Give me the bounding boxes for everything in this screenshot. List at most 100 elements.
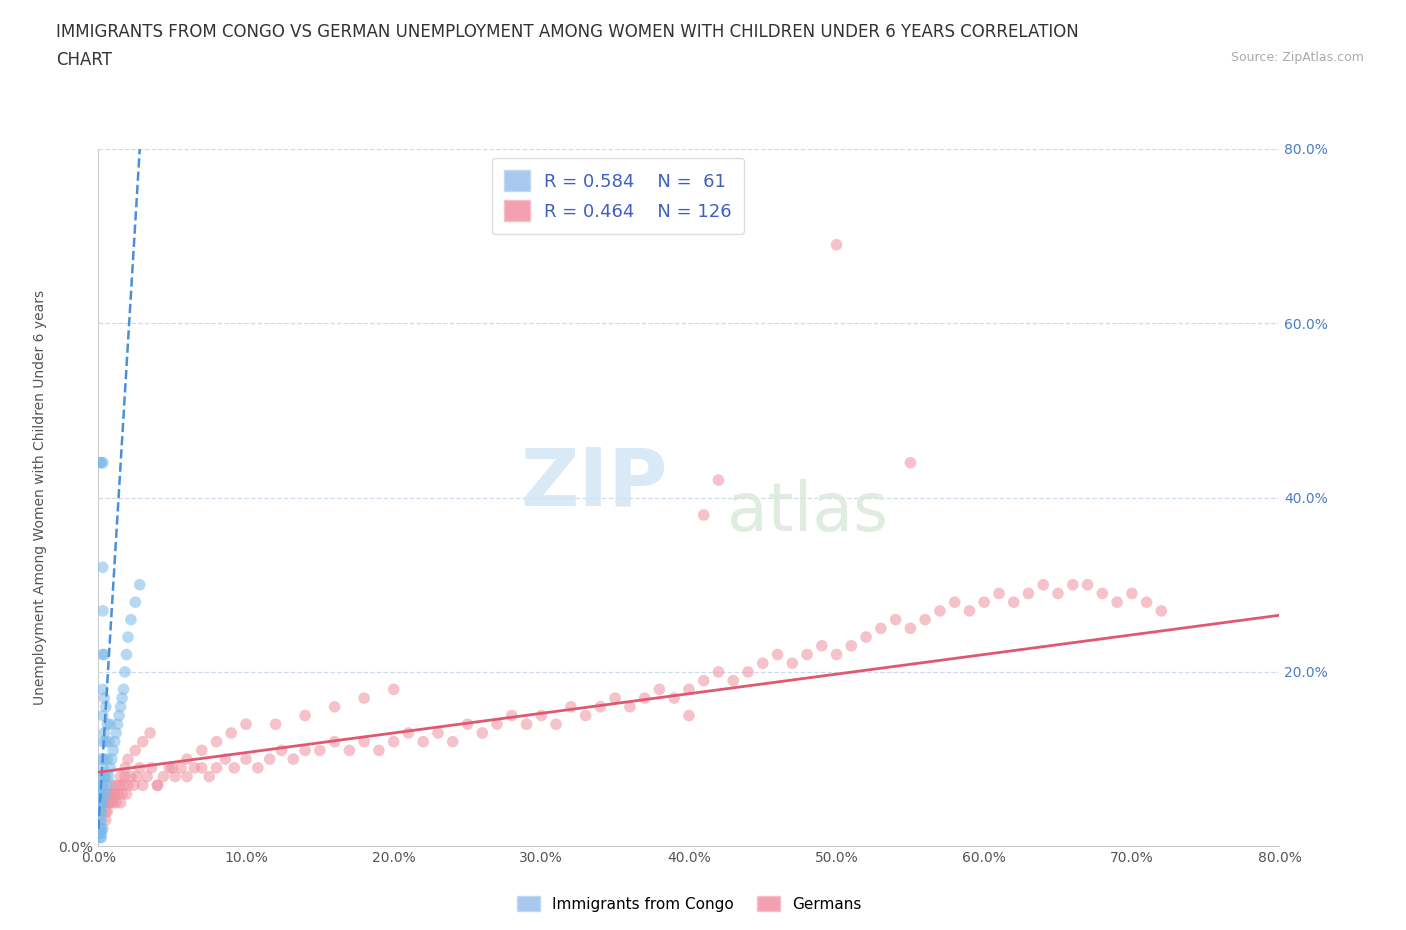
Point [323,735,346,750]
Point [136,769,159,784]
Point [382,682,405,697]
Point [107,787,129,802]
Point [309,743,332,758]
Point [693,673,716,688]
Point [139,725,162,740]
Point [176,769,198,784]
Point [132,735,155,750]
Point [96,751,118,766]
Point [97,769,120,784]
Point [605,691,627,706]
Point [93,751,115,766]
Point [93,725,115,740]
Point [928,604,950,618]
Point [471,725,494,740]
Point [412,735,434,750]
Point [114,665,136,680]
Text: ZIP: ZIP [520,445,668,523]
Point [157,761,180,776]
Point [91,682,114,697]
Point [98,717,121,732]
Point [91,560,114,575]
Point [89,787,111,802]
Point [205,761,228,776]
Point [707,665,730,680]
Point [97,735,120,750]
Point [339,743,360,758]
Point [693,508,716,523]
Point [91,777,114,792]
Point [235,717,257,732]
Point [796,647,818,662]
Point [619,699,641,714]
Point [633,691,655,706]
Point [103,787,125,802]
Point [90,804,112,819]
Point [115,647,138,662]
Point [427,725,450,740]
Point [869,621,891,636]
Point [943,595,966,610]
Point [112,682,135,697]
Point [751,656,773,671]
Point [91,604,114,618]
Point [89,813,111,828]
Point [122,777,145,792]
Point [103,743,125,758]
Point [91,647,114,662]
Legend: Immigrants from Congo, Germans: Immigrants from Congo, Germans [510,889,868,918]
Point [841,638,863,653]
Point [810,638,832,653]
Point [264,717,287,732]
Point [589,699,612,714]
Point [678,708,700,723]
Point [396,725,419,740]
Point [90,830,112,845]
Point [110,769,132,784]
Point [678,682,700,697]
Point [90,813,112,828]
Point [270,743,292,758]
Point [183,761,205,776]
Point [128,578,150,592]
Point [191,743,214,758]
Point [91,795,114,810]
Point [1017,586,1039,601]
Point [574,708,596,723]
Text: CHART: CHART [56,51,112,69]
Point [782,656,804,671]
Point [93,647,115,662]
Point [104,735,127,750]
Point [165,769,187,784]
Point [152,769,174,784]
Point [132,777,155,792]
Point [114,761,136,776]
Point [219,725,242,740]
Point [90,826,112,841]
Point [94,699,117,714]
Text: Source: ZipAtlas.com: Source: ZipAtlas.com [1230,51,1364,64]
Point [90,821,112,836]
Point [198,769,221,784]
Point [368,743,391,758]
Point [114,769,136,784]
Point [120,769,142,784]
Text: atlas: atlas [727,479,887,544]
Point [900,621,922,636]
Point [89,456,111,471]
Point [246,761,269,776]
Point [294,743,316,758]
Point [176,751,198,766]
Point [530,708,553,723]
Point [191,761,214,776]
Point [1121,586,1143,601]
Point [91,821,114,836]
Point [1077,578,1099,592]
Text: IMMIGRANTS FROM CONGO VS GERMAN UNEMPLOYMENT AMONG WOMEN WITH CHILDREN UNDER 6 Y: IMMIGRANTS FROM CONGO VS GERMAN UNEMPLOY… [56,23,1078,41]
Point [382,735,405,750]
Point [90,751,112,766]
Point [91,735,114,750]
Point [1046,586,1069,601]
Point [89,826,111,841]
Point [97,795,120,810]
